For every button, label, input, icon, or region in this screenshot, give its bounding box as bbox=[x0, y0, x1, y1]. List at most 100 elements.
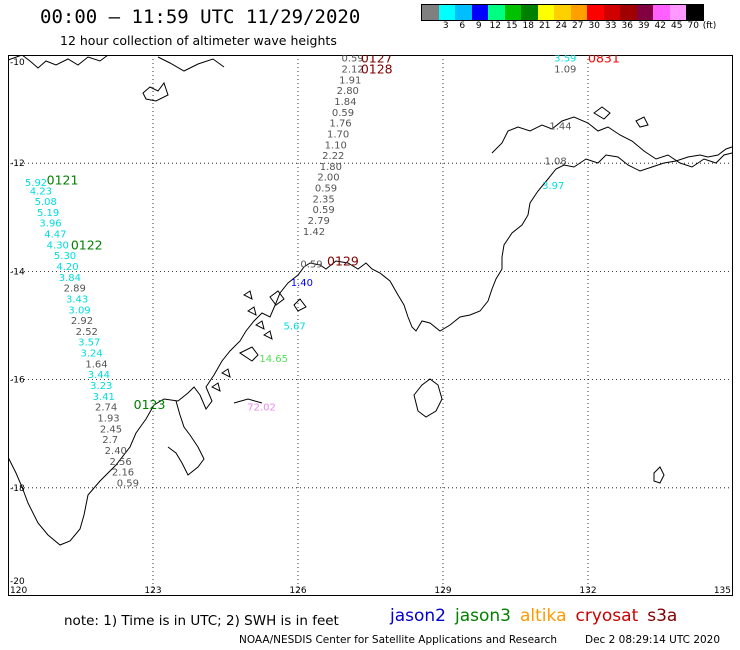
satellite-legend-item: s3a bbox=[647, 606, 678, 626]
lon-tick-label: 123 bbox=[144, 586, 161, 596]
pass-time-label: 0831 bbox=[588, 55, 620, 66]
wave-height-value: 1.08 bbox=[545, 156, 567, 167]
wave-height-value: 3.09 bbox=[68, 305, 90, 316]
wave-height-value: 0.59 bbox=[117, 478, 139, 489]
color-scale-label: 42 bbox=[654, 21, 666, 31]
wave-height-value: 2.56 bbox=[110, 457, 132, 468]
lon-tick-label: 120 bbox=[10, 586, 27, 596]
wave-height-value: 2.74 bbox=[95, 403, 117, 414]
color-scale-label: 30 bbox=[588, 21, 600, 31]
satellite-legend-item: jason3 bbox=[455, 606, 511, 626]
lon-tick-label: 135 bbox=[714, 586, 731, 596]
lat-lon-grid bbox=[8, 55, 733, 596]
coastline bbox=[8, 55, 733, 546]
color-swatch bbox=[521, 5, 538, 20]
color-scale-label: 3 bbox=[442, 21, 449, 31]
wave-height-value: 3.41 bbox=[93, 392, 115, 403]
footer-note: note: 1) Time is in UTC; 2) SWH is in fe… bbox=[64, 613, 339, 629]
lat-tick-label: -16 bbox=[10, 376, 25, 386]
color-swatch bbox=[603, 5, 620, 20]
coastline-island-east-bay bbox=[413, 378, 443, 418]
wave-height-value: 2.89 bbox=[64, 284, 86, 295]
wave-height-value: 1.64 bbox=[85, 359, 107, 370]
color-scale-label: 18 bbox=[522, 21, 534, 31]
color-scale-label: 36 bbox=[621, 21, 633, 31]
wave-height-value: 14.65 bbox=[259, 354, 288, 365]
color-swatch bbox=[537, 5, 554, 20]
wave-height-value: 2.12 bbox=[342, 65, 364, 76]
color-swatch bbox=[471, 5, 488, 20]
color-swatch bbox=[669, 5, 686, 20]
wave-height-value: 4.30 bbox=[47, 240, 69, 251]
wave-height-values: 5.924.235.085.193.964.474.305.304.203.84… bbox=[25, 55, 577, 489]
color-scale-label: 39 bbox=[638, 21, 650, 31]
wave-height-value: 3.59 bbox=[554, 55, 576, 65]
coastline-timor bbox=[8, 55, 225, 72]
color-swatch bbox=[488, 5, 505, 20]
coastline-islands-arnhem bbox=[593, 106, 649, 128]
wave-height-value: 1.80 bbox=[320, 162, 342, 173]
coastline-island-south-east bbox=[653, 466, 665, 484]
color-scale-label: 70 bbox=[687, 21, 699, 31]
color-scale-unit: (ft) bbox=[702, 21, 717, 31]
map-border bbox=[8, 55, 733, 596]
coastline-kimberley-bays bbox=[167, 290, 307, 476]
lat-tick-label: -18 bbox=[10, 484, 25, 494]
satellite-legend: jason2 jason3 altika cryosat s3a bbox=[390, 606, 686, 626]
wave-height-value: 2.22 bbox=[322, 151, 344, 162]
lat-tick-label: -20 bbox=[10, 577, 25, 587]
coastline-island-small bbox=[142, 81, 169, 102]
lon-tick-label: 132 bbox=[579, 586, 596, 596]
wave-height-value: 72.02 bbox=[247, 403, 276, 414]
credit-org: NOAA/NESDIS Center for Satellite Applica… bbox=[239, 634, 557, 646]
wave-height-value: 0.59 bbox=[315, 184, 337, 195]
pass-time-label: 0128 bbox=[361, 62, 393, 77]
wave-height-value: 2.92 bbox=[71, 316, 93, 327]
color-swatch bbox=[587, 5, 604, 20]
wave-height-value: 2.35 bbox=[313, 194, 335, 205]
wave-height-value: 5.67 bbox=[284, 322, 306, 333]
wave-height-value: 1.91 bbox=[339, 75, 361, 86]
pass-time-label: 0129 bbox=[327, 254, 359, 269]
wave-height-value: 3.57 bbox=[78, 338, 100, 349]
wave-height-value: 1.44 bbox=[549, 121, 571, 132]
wave-height-value: 3.43 bbox=[66, 294, 88, 305]
pass-time-label: 0127 bbox=[361, 55, 393, 66]
wave-height-value: 0.59 bbox=[313, 205, 335, 216]
color-swatch bbox=[504, 5, 521, 20]
satellite-legend-item: altika bbox=[520, 606, 567, 626]
wave-height-value: 2.7 bbox=[102, 435, 118, 446]
color-swatch bbox=[653, 5, 670, 20]
color-scale-label: 6 bbox=[459, 21, 466, 31]
pass-time-label: 0123 bbox=[134, 397, 166, 412]
wave-height-value: 2.52 bbox=[76, 327, 98, 338]
color-scale-label: 9 bbox=[475, 21, 482, 31]
lat-tick-label: -10 bbox=[10, 58, 25, 68]
credit-line: NOAA/NESDIS Center for Satellite Applica… bbox=[239, 634, 720, 646]
wave-height-value: 1.70 bbox=[327, 129, 349, 140]
color-scale-bar bbox=[421, 4, 704, 21]
lon-tick-label: 126 bbox=[289, 586, 306, 596]
color-swatch bbox=[620, 5, 637, 20]
wave-height-value: 0.59 bbox=[332, 108, 354, 119]
wave-height-value: 1.84 bbox=[334, 97, 356, 108]
page-subtitle: 12 hour collection of altimeter wave hei… bbox=[60, 33, 337, 48]
color-scale-label: 45 bbox=[671, 21, 683, 31]
wave-height-value: 3.97 bbox=[542, 181, 564, 192]
wave-height-value: 0.59 bbox=[342, 55, 364, 65]
wave-height-value: 5.19 bbox=[37, 208, 59, 219]
satellite-legend-item: jason2 bbox=[390, 606, 446, 626]
color-swatch bbox=[422, 5, 439, 20]
color-scale-label: 21 bbox=[539, 21, 551, 31]
wave-height-value: 3.23 bbox=[90, 381, 112, 392]
wave-height-value: 1.93 bbox=[97, 413, 119, 424]
wave-height-value: 4.47 bbox=[44, 230, 66, 241]
wave-height-value: 1.42 bbox=[303, 227, 325, 238]
wave-height-value: 1.10 bbox=[325, 140, 347, 151]
wave-height-value: 4.23 bbox=[30, 186, 52, 197]
wave-height-value: 1.40 bbox=[291, 278, 313, 289]
coastline-arnhem bbox=[491, 116, 733, 168]
color-swatch bbox=[554, 5, 571, 20]
